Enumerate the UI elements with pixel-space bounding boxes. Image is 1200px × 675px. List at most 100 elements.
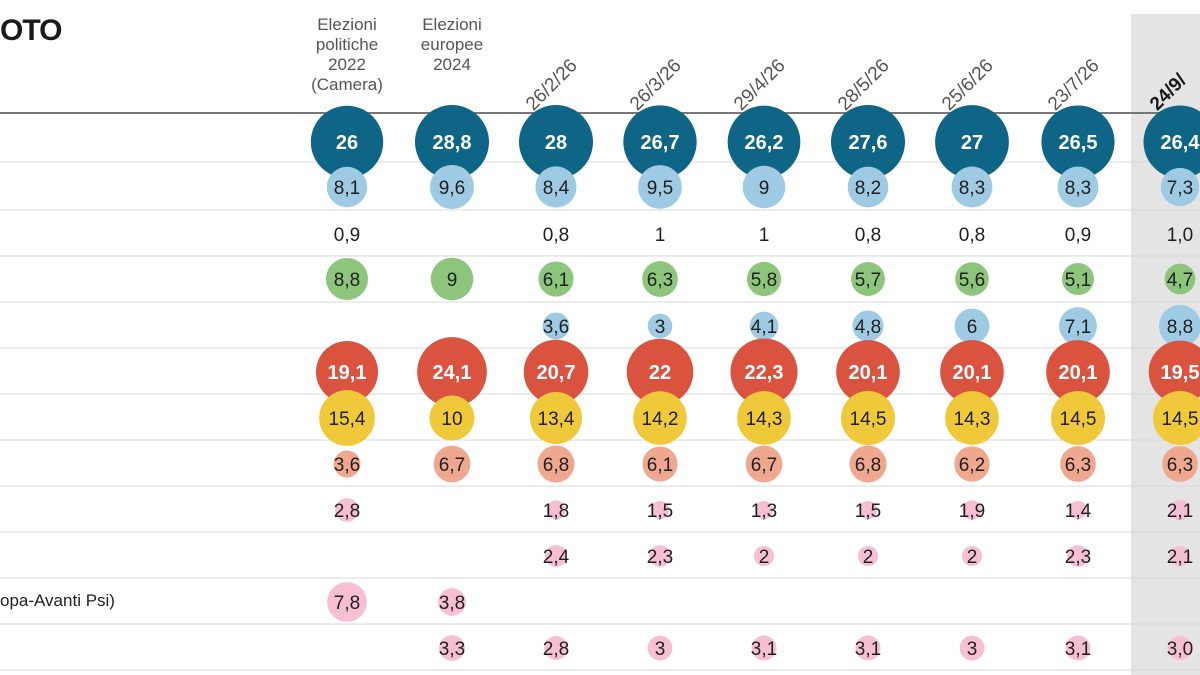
bubble-7-8 <box>1162 446 1198 482</box>
bubble-7-6 <box>954 446 990 482</box>
value-label-7-3: 6,1 <box>647 455 673 476</box>
bubble-7-1 <box>433 445 471 483</box>
bubble-1-2 <box>535 166 577 208</box>
bubble-3-3 <box>642 261 678 297</box>
bubble-9-8 <box>1169 545 1191 567</box>
value-label-7-6: 6,2 <box>959 455 985 476</box>
bubble-9-4 <box>753 545 775 567</box>
bubble-3-4 <box>746 261 782 297</box>
value-label-2-4: 1 <box>759 225 770 246</box>
value-label-8-2: 1,8 <box>543 501 569 522</box>
bubble-5-5 <box>836 340 900 404</box>
bubble-4-6 <box>954 308 990 344</box>
value-label-7-0: 3,6 <box>334 455 360 476</box>
bubble-8-7 <box>1069 501 1087 519</box>
value-label-7-8: 6,3 <box>1167 455 1193 476</box>
bubble-0-4 <box>727 105 801 179</box>
bubble-5-7 <box>1046 340 1110 404</box>
value-label-7-2: 6,8 <box>543 455 569 476</box>
value-label-11-5: 3,1 <box>855 639 881 660</box>
bubble-11-4 <box>751 635 777 661</box>
value-label-8-4: 1,3 <box>751 501 777 522</box>
value-label-9-6: 2 <box>967 547 978 568</box>
bubble-4-4 <box>749 311 779 341</box>
value-label-3-5: 5,7 <box>855 270 881 291</box>
bubble-11-5 <box>855 635 881 661</box>
value-label-6-8: 14,5 <box>1162 409 1199 430</box>
value-label-8-5: 1,5 <box>855 501 881 522</box>
value-label-6-4: 14,3 <box>746 409 783 430</box>
value-label-6-7: 14,5 <box>1060 409 1097 430</box>
value-label-8-7: 1,4 <box>1065 501 1092 522</box>
column-header-1: Elezioni europee 2024 <box>402 15 502 75</box>
value-label-2-0: 0,9 <box>334 225 360 246</box>
value-label-11-3: 3 <box>655 639 666 660</box>
value-label-1-0: 8,1 <box>334 178 360 199</box>
value-label-2-8: 1,0 <box>1167 225 1193 246</box>
bubble-10-1 <box>438 588 466 616</box>
bubble-4-7 <box>1059 307 1097 345</box>
value-label-0-5: 27,6 <box>849 132 888 154</box>
bubble-1-1 <box>430 165 474 209</box>
value-label-5-0: 19,1 <box>328 362 367 384</box>
value-label-3-8: 4,7 <box>1167 270 1193 291</box>
bubble-8-0 <box>335 498 359 522</box>
value-label-4-3: 3 <box>655 317 666 338</box>
bubble-11-3 <box>647 635 673 661</box>
chart-title: OTO <box>0 14 62 47</box>
value-label-9-7: 2,3 <box>1065 547 1091 568</box>
value-label-0-8: 26,4 <box>1161 132 1200 154</box>
bubble-6-1 <box>429 395 475 441</box>
value-label-11-6: 3 <box>967 639 978 660</box>
value-label-11-2: 2,8 <box>543 639 569 660</box>
column-header-line: europee <box>420 35 484 54</box>
bubble-0-1 <box>415 105 489 179</box>
bubble-9-3 <box>649 545 671 567</box>
bubble-8-2 <box>546 500 566 520</box>
bubble-1-0 <box>326 166 368 208</box>
bubble-5-8 <box>1148 340 1200 404</box>
bubble-9-7 <box>1067 545 1089 567</box>
bubble-0-7 <box>1041 105 1115 179</box>
value-label-3-3: 6,3 <box>647 270 673 291</box>
bubble-1-8 <box>1160 167 1200 207</box>
bubble-8-4 <box>755 501 773 519</box>
bubble-6-3 <box>633 391 687 445</box>
bubble-3-2 <box>538 261 574 297</box>
value-label-0-2: 28 <box>545 132 567 154</box>
value-label-9-2: 2,4 <box>543 547 570 568</box>
value-label-2-5: 0,8 <box>855 225 881 246</box>
value-label-9-5: 2 <box>863 547 874 568</box>
value-label-0-0: 26 <box>336 132 358 154</box>
value-label-3-7: 5,1 <box>1065 270 1091 291</box>
value-label-4-5: 4,8 <box>855 317 881 338</box>
value-label-1-2: 8,4 <box>543 178 570 199</box>
bubble-11-7 <box>1065 635 1091 661</box>
bubble-6-8 <box>1152 390 1200 446</box>
bubble-0-0 <box>310 105 384 179</box>
bubble-11-1 <box>439 635 465 661</box>
bubble-8-5 <box>859 501 877 519</box>
column-header-line: Elezioni <box>317 15 377 34</box>
bubble-6-2 <box>530 392 582 444</box>
bubble-8-8 <box>1169 499 1191 521</box>
value-label-5-1: 24,1 <box>433 362 472 384</box>
value-label-7-5: 6,8 <box>855 455 881 476</box>
bubble-9-2 <box>545 545 567 567</box>
bubble-0-5 <box>831 105 905 179</box>
value-label-2-3: 1 <box>655 225 666 246</box>
value-label-9-3: 2,3 <box>647 547 673 568</box>
value-label-4-6: 6 <box>967 317 978 338</box>
value-label-0-4: 26,2 <box>745 132 784 154</box>
bubble-9-6 <box>961 545 983 567</box>
bubble-6-0 <box>319 390 375 446</box>
bubble-8-6 <box>962 500 982 520</box>
value-label-1-8: 7,3 <box>1167 178 1193 199</box>
value-label-9-4: 2 <box>759 547 770 568</box>
value-label-9-8: 2,1 <box>1167 547 1193 568</box>
value-label-0-6: 27 <box>961 132 983 154</box>
value-label-3-2: 6,1 <box>543 270 569 291</box>
value-label-5-5: 20,1 <box>849 362 888 384</box>
value-label-3-4: 5,8 <box>751 270 777 291</box>
